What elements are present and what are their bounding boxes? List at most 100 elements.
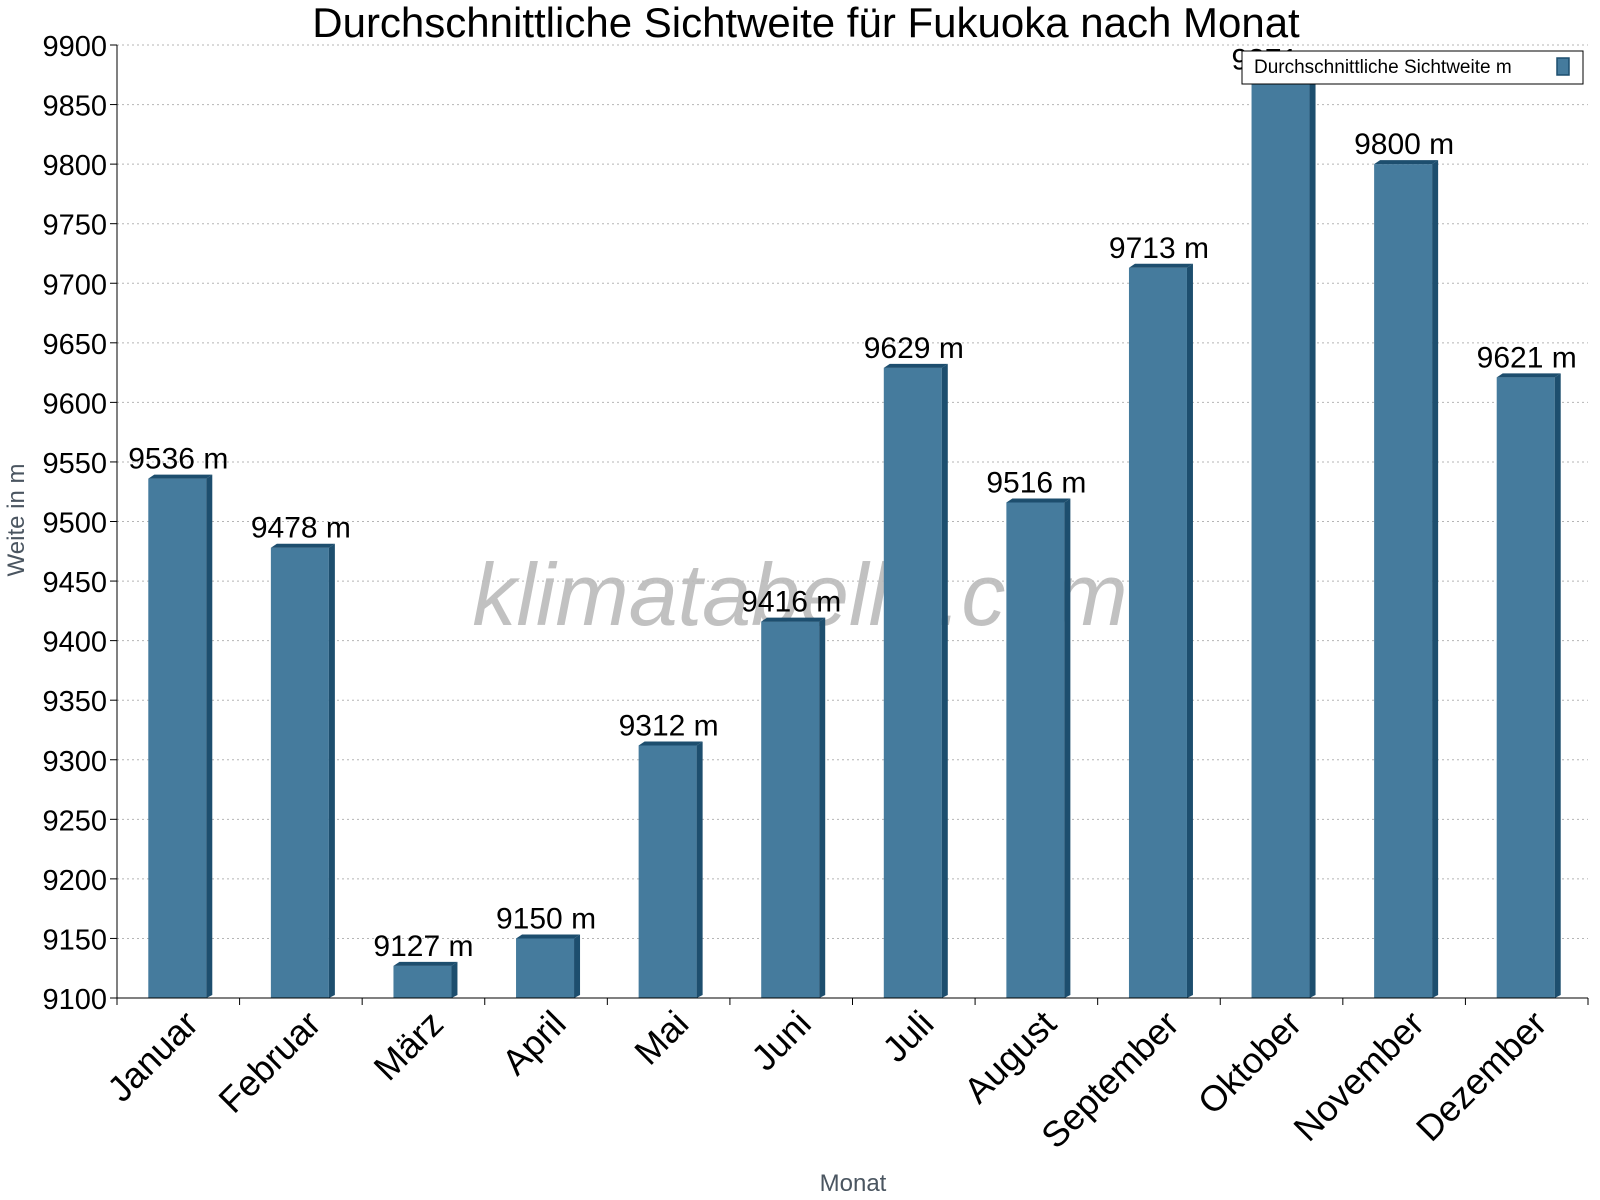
- bar-side: [1432, 160, 1439, 998]
- x-tick-label: Juni: [743, 1003, 819, 1079]
- x-tick-label: Februar: [210, 1003, 328, 1121]
- bar-top: [1006, 498, 1071, 503]
- bar-front: [1128, 267, 1187, 998]
- bar-front: [761, 621, 820, 998]
- bar-front: [148, 478, 207, 998]
- bar: [1251, 75, 1316, 998]
- bars: [148, 75, 1561, 998]
- bar-top: [516, 934, 581, 939]
- value-label: 9150 m: [496, 902, 596, 935]
- bar-top: [761, 617, 826, 622]
- value-label: 9416 m: [741, 586, 841, 619]
- x-tick-label: November: [1285, 1003, 1431, 1149]
- x-axis-title: Monat: [820, 1170, 887, 1197]
- chart-title: Durchschnittliche Sichtweite für Fukuoka…: [312, 0, 1300, 46]
- bar-side: [1309, 75, 1316, 998]
- value-label: 9629 m: [864, 332, 964, 365]
- x-tick-label: Juli: [874, 1003, 941, 1070]
- y-tick-label: 9800: [42, 150, 107, 182]
- y-tick-label: 9450: [42, 567, 107, 599]
- bar-side: [696, 741, 703, 998]
- bar-top: [148, 474, 213, 479]
- bar: [1374, 160, 1439, 998]
- bar-top: [270, 543, 335, 548]
- x-tick-label: Mai: [626, 1003, 696, 1073]
- y-tick-label: 9350: [42, 686, 107, 718]
- bar-top: [393, 961, 458, 966]
- bar-front: [1496, 377, 1555, 998]
- value-label: 9713 m: [1109, 232, 1209, 265]
- bar: [883, 363, 948, 998]
- x-tick-label: Dezember: [1408, 1003, 1554, 1149]
- value-label: 9536 m: [128, 443, 228, 476]
- y-tick-labels: 9100 9150 9200 9250 9300 9350 9400 9450 9500 9550…: [42, 31, 107, 1016]
- bar-side: [1064, 498, 1071, 998]
- value-labels: 9536 m 9478 m 9127 m 9150 m 9312 m 9416 m 9629…: [128, 44, 1576, 963]
- bar-side: [574, 934, 581, 998]
- bar-side: [451, 961, 458, 998]
- value-label: 9127 m: [373, 930, 473, 963]
- value-label: 9516 m: [986, 466, 1086, 499]
- bar-top: [638, 741, 703, 746]
- y-tick-label: 9600: [42, 388, 107, 420]
- bar-side: [819, 617, 826, 998]
- bar-side: [941, 363, 948, 998]
- y-tick-label: 9150: [42, 924, 107, 956]
- bar: [638, 741, 703, 998]
- y-tick-label: 9500: [42, 508, 107, 540]
- bar: [1128, 263, 1193, 998]
- y-tick-label: 9850: [42, 91, 107, 123]
- legend: Durchschnittliche Sichtweite m: [1241, 50, 1584, 85]
- y-axis-title: Weite in m: [3, 464, 30, 577]
- bar-front: [1006, 502, 1065, 998]
- value-label: 9312 m: [619, 709, 719, 742]
- bar: [148, 474, 213, 998]
- axes: [110, 44, 1589, 1005]
- bar-front: [1251, 79, 1310, 998]
- x-tick-label: August: [956, 1003, 1064, 1111]
- bar-top: [883, 363, 948, 368]
- bar-top: [1374, 160, 1439, 165]
- y-tick-label: 9200: [42, 865, 107, 897]
- y-tick-label: 9700: [42, 269, 107, 301]
- x-tick-label: Januar: [99, 1003, 206, 1110]
- y-tick-label: 9400: [42, 627, 107, 659]
- x-tick-label: Oktober: [1190, 1003, 1310, 1123]
- bar-side: [328, 543, 335, 998]
- x-tick-label: April: [494, 1003, 574, 1083]
- value-label: 9478 m: [251, 512, 351, 545]
- y-tick-label: 9900: [42, 31, 107, 63]
- bar-front: [883, 367, 942, 998]
- legend-box: [1241, 50, 1584, 85]
- y-tick-label: 9300: [42, 746, 107, 778]
- y-tick-label: 9650: [42, 329, 107, 361]
- bar: [393, 961, 458, 998]
- value-label: 9621 m: [1477, 341, 1577, 374]
- bar-front: [638, 745, 697, 998]
- bar-side: [1554, 373, 1561, 998]
- y-tick-label: 9750: [42, 210, 107, 242]
- y-tick-label: 9100: [42, 984, 107, 1016]
- bar-front: [270, 547, 329, 998]
- bar: [1496, 373, 1561, 998]
- x-tick-label: März: [366, 1003, 452, 1089]
- bar-front: [1374, 164, 1433, 998]
- y-tick-label: 9250: [42, 805, 107, 837]
- bar-front: [393, 965, 452, 998]
- bar: [270, 543, 335, 998]
- bar-front: [516, 938, 575, 998]
- bar-side: [206, 474, 213, 998]
- bar-side: [1186, 263, 1193, 998]
- legend-swatch: [1556, 57, 1570, 76]
- bar: [761, 617, 826, 998]
- x-tick-labels: Januar Februar März April Mai Juni Juli AugustS…: [99, 1003, 1554, 1157]
- grid-lines: [117, 44, 1588, 939]
- bar: [516, 934, 581, 998]
- y-tick-label: 9550: [42, 448, 107, 480]
- bar-top: [1128, 263, 1193, 268]
- bar: [1006, 498, 1071, 998]
- legend-label: Durchschnittliche Sichtweite m: [1254, 57, 1512, 78]
- bar-top: [1496, 373, 1561, 378]
- value-label: 9800 m: [1354, 128, 1454, 161]
